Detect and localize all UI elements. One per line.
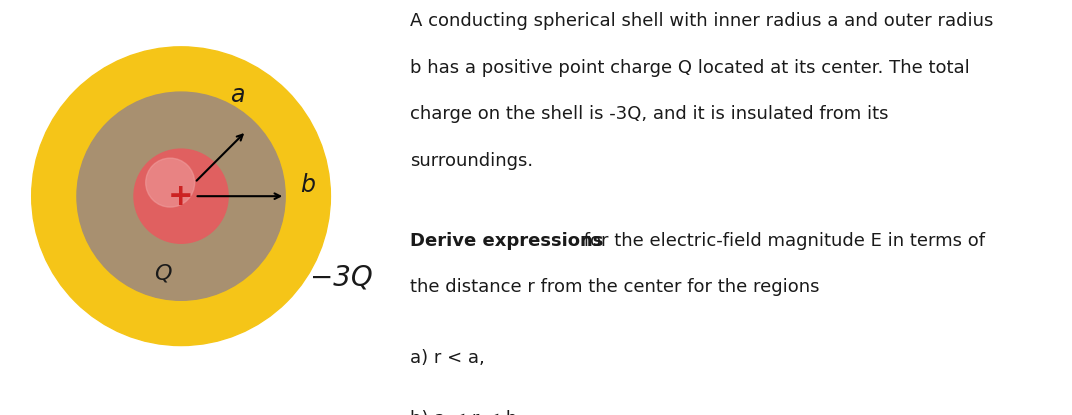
Text: the distance r from the center for the regions: the distance r from the center for the r… [411,278,820,296]
Text: b) a < r < b,: b) a < r < b, [411,410,523,415]
Text: a: a [229,83,244,107]
Circle shape [32,47,330,346]
Circle shape [134,149,228,243]
Text: +: + [168,182,194,211]
Text: a) r < a,: a) r < a, [411,349,485,367]
Text: −3Q: −3Q [310,264,372,292]
Text: surroundings.: surroundings. [411,152,533,170]
Text: b: b [300,173,315,197]
Circle shape [77,92,285,300]
Text: charge on the shell is -3Q, and it is insulated from its: charge on the shell is -3Q, and it is in… [411,105,889,123]
Text: b has a positive point charge Q located at its center. The total: b has a positive point charge Q located … [411,59,970,77]
Circle shape [146,158,195,207]
Text: Derive expressions: Derive expressions [411,232,604,249]
Text: Q: Q [154,263,172,283]
Text: for the electric-field magnitude E in terms of: for the electric-field magnitude E in te… [578,232,985,249]
Text: A conducting spherical shell with inner radius a and outer radius: A conducting spherical shell with inner … [411,12,994,30]
